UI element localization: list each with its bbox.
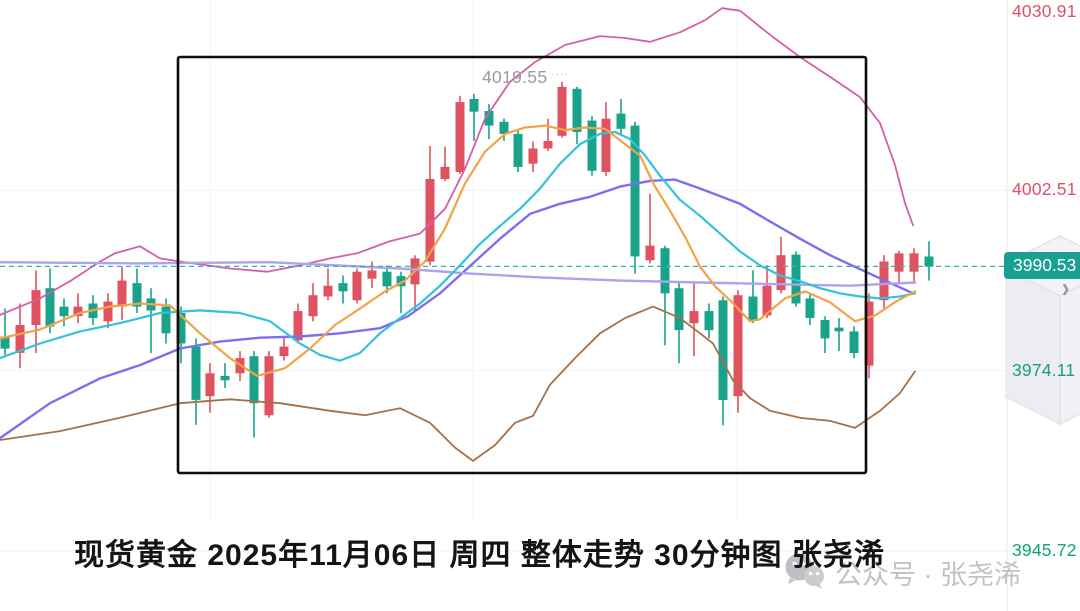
session-high-annotation: 4019.55 ···· — [482, 67, 569, 88]
watermark: 公众号 · 张尧浠 — [782, 551, 1021, 593]
y-axis-tick-3974: 3974.11 — [1012, 360, 1076, 380]
y-axis-tick-3945: 3945.72 — [1012, 540, 1077, 560]
watermark-text: 公众号 · 张尧浠 — [835, 559, 1021, 590]
axis-expand-arrow-icon[interactable]: › — [1062, 271, 1070, 303]
wechat-icon — [785, 553, 824, 589]
session-high-value: 4019.55 — [482, 67, 548, 87]
chart-title: 现货黄金 2025年11月06日 周四 整体走势 30分钟图 张尧浠 — [74, 539, 885, 572]
y-axis-tick-4030: 4030.91 — [1012, 1, 1077, 21]
y-axis-tick-4002: 4002.51 — [1012, 179, 1077, 199]
annotation-dots-icon: ···· — [551, 69, 569, 80]
